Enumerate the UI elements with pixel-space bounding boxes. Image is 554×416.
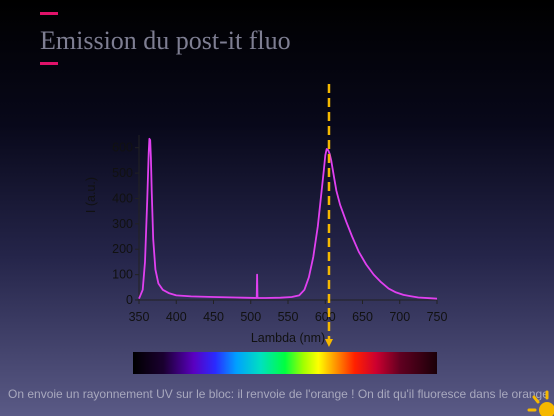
x-tick-label: 600 [315,310,336,324]
y-tick-label: 500 [112,166,133,180]
slide-title: Emission du post-it fluo [40,26,291,55]
series-line [138,137,438,300]
y-tick-label: 400 [112,191,133,205]
y-tick-label: 300 [112,217,133,231]
y-tick-label: 200 [112,242,133,256]
x-axis-label: Lambda (nm) [251,331,325,345]
x-tick-label: 400 [166,310,187,324]
marker-arrow-icon [324,339,333,347]
title-accent-bottom [40,62,58,65]
x-tick-label: 750 [427,310,448,324]
x-tick-label: 650 [352,310,373,324]
x-tick-label: 500 [240,310,261,324]
sun-logo-icon [527,390,554,416]
x-tick-label: 450 [203,310,224,324]
spectrum-bar [133,352,437,374]
y-tick-label: 0 [126,293,133,307]
y-axis-label: I (a.u.) [84,177,98,213]
y-tick-label: 100 [112,268,133,282]
series-group [138,137,438,300]
x-tick-label: 550 [278,310,299,324]
x-axis-ticks: 350 400 450 500 550 600 650 700 750 [129,300,448,324]
y-axis-ticks: 0 100 200 300 400 500 600 [112,141,139,307]
x-tick-label: 350 [129,310,150,324]
slide-caption: On envoie un rayonnement UV sur le bloc:… [8,387,549,401]
y-tick-label: 600 [112,141,133,155]
x-tick-label: 700 [389,310,410,324]
title-accent-top [40,12,58,15]
